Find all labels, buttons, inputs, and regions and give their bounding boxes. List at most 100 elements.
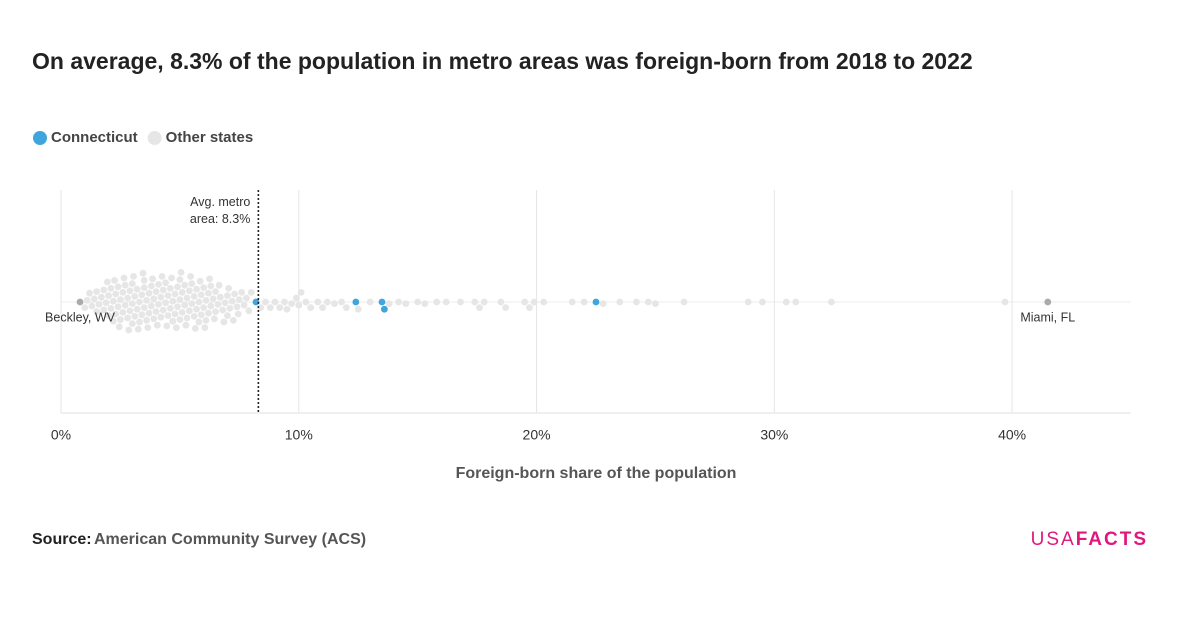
point: [174, 283, 181, 291]
point: [112, 310, 120, 318]
point: [338, 298, 345, 306]
point: [119, 289, 127, 296]
point: [414, 298, 422, 306]
chart-title: On average, 8.3% of the population in me…: [32, 48, 973, 74]
point: [90, 295, 98, 303]
point: [150, 315, 158, 323]
point: [225, 285, 233, 292]
point: [580, 298, 588, 306]
point: [140, 304, 148, 311]
point: [111, 277, 118, 284]
point: [166, 305, 174, 312]
point: [155, 301, 162, 308]
point: [568, 298, 576, 306]
point: [131, 313, 139, 320]
point: [147, 282, 155, 290]
point: [117, 296, 124, 303]
point: [212, 308, 219, 315]
point: [93, 288, 101, 295]
point: [297, 289, 305, 296]
point: [680, 298, 688, 306]
point: [107, 285, 115, 292]
point: [155, 281, 162, 288]
point: [616, 298, 624, 306]
point: [169, 317, 177, 325]
point: [128, 280, 136, 287]
average-label: Avg. metro area: 8.3%: [189, 195, 251, 226]
x-tick-label: 0%: [51, 427, 71, 443]
point: [471, 298, 479, 306]
point: [128, 320, 136, 327]
point: [145, 289, 153, 297]
point: [276, 304, 284, 311]
point: [115, 323, 123, 331]
point: [124, 294, 131, 302]
point: [121, 301, 129, 309]
point: [206, 275, 214, 283]
point: [162, 279, 170, 287]
point: [138, 291, 146, 299]
point: [183, 294, 191, 302]
legend-marker: [147, 131, 162, 145]
point: [271, 298, 279, 306]
point: [281, 298, 288, 306]
point: [178, 309, 186, 316]
point-label: Miami, FL: [1020, 310, 1075, 324]
point: [202, 297, 210, 304]
point: [352, 298, 360, 306]
point: [205, 289, 212, 297]
point: [114, 283, 122, 291]
point: [114, 303, 122, 311]
x-tick-label: 10%: [285, 427, 313, 443]
point: [229, 317, 237, 324]
x-axis-label: Foreign-born share of the population: [456, 465, 737, 482]
point: [93, 308, 101, 315]
point: [421, 300, 429, 307]
point: [171, 310, 179, 318]
point: [139, 269, 147, 277]
point: [228, 297, 236, 305]
point: [385, 300, 393, 307]
x-tick-label: 20%: [523, 427, 551, 443]
point: [190, 313, 198, 320]
point: [83, 297, 91, 304]
legend-label: Connecticut: [51, 129, 138, 146]
point: [107, 305, 115, 312]
point: [293, 294, 300, 302]
point: [134, 325, 142, 333]
point: [195, 298, 203, 306]
point: [178, 289, 186, 296]
point: [592, 298, 600, 306]
point: [402, 300, 410, 307]
x-tick-label: 30%: [760, 427, 788, 443]
point: [117, 316, 124, 323]
point: [395, 298, 403, 306]
point: [133, 305, 141, 313]
point: [162, 299, 170, 307]
point: [100, 306, 108, 314]
point: [210, 315, 218, 323]
point: [131, 293, 139, 300]
point: [121, 281, 129, 289]
point: [147, 302, 155, 310]
point: [172, 324, 180, 331]
point: [302, 298, 310, 306]
point: [140, 284, 148, 291]
point: [196, 277, 204, 285]
point: [257, 304, 265, 311]
point: [240, 301, 248, 309]
point: [174, 303, 181, 311]
point: [164, 312, 172, 319]
point: [128, 300, 136, 307]
point: [100, 286, 108, 294]
point: [245, 307, 253, 315]
point: [1044, 298, 1052, 306]
point: [144, 324, 152, 331]
point: [119, 309, 127, 316]
point: [125, 326, 133, 334]
point: [212, 288, 219, 295]
point: [530, 298, 538, 306]
point: [112, 290, 120, 298]
point: [205, 309, 212, 317]
